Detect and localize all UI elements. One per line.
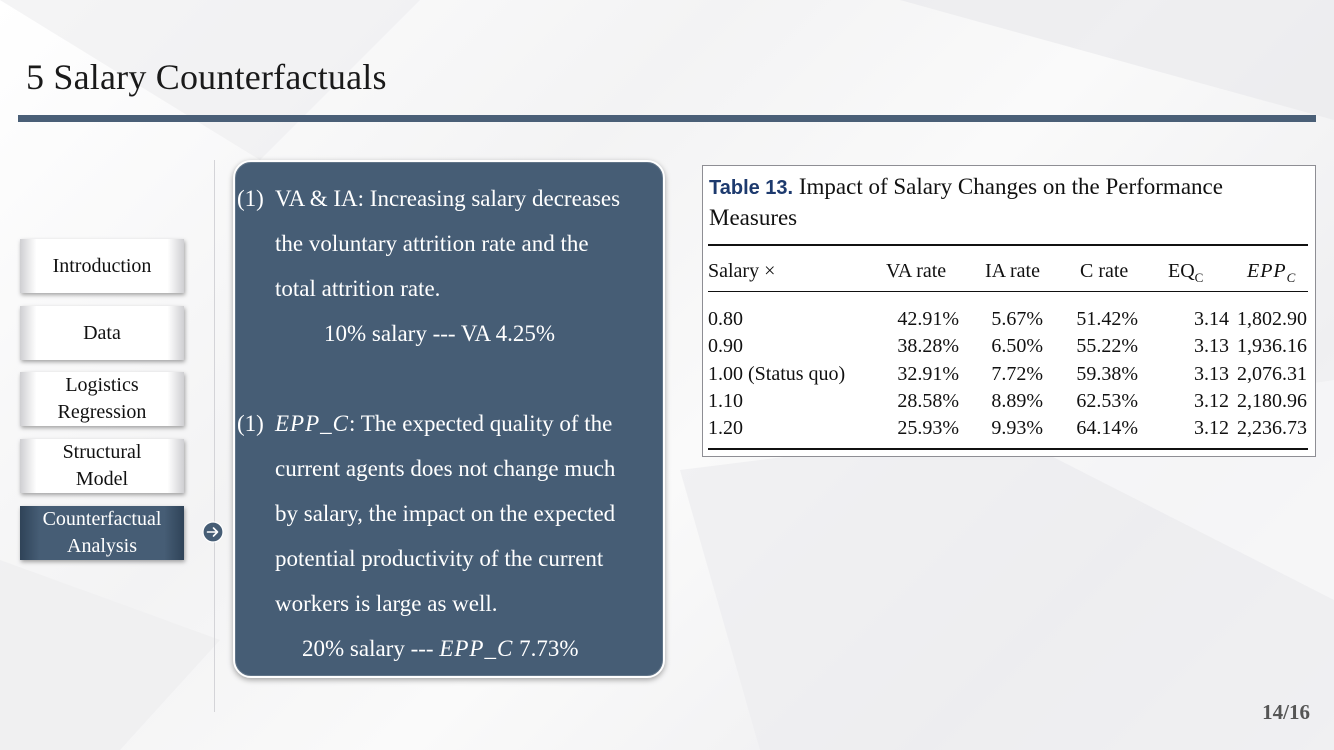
table-top-rule <box>708 244 1308 246</box>
cell-va-rate: 32.91% <box>897 362 959 385</box>
nav-item-label: Logistics Regression <box>57 374 147 423</box>
cell-eq-c: 3.14 <box>1194 308 1229 330</box>
cell-ia-rate: 7.72% <box>991 362 1043 385</box>
point-1-line-2: the voluntary attrition rate and the <box>275 231 589 256</box>
nav-item-label: Introduction <box>52 254 152 277</box>
cell-epp-c: 1,802.90 <box>1237 308 1307 330</box>
point-2-line-3: by salary, the impact on the expected <box>275 501 616 526</box>
cell-salary: 1.00 (Status quo) <box>708 362 846 385</box>
cell-epp-c: 2,076.31 <box>1237 362 1307 385</box>
point-1-highlight: 10% salary --- VA 4.25% <box>324 321 556 346</box>
cell-va-rate: 42.91% <box>897 308 959 330</box>
header-c-rate: C rate <box>1080 260 1129 282</box>
cell-eq-c: 3.12 <box>1194 417 1229 440</box>
results-table: Table 13. Impact of Salary Changes on th… <box>702 165 1316 457</box>
content-box: (1) VA & IA: Increasing salary decreases … <box>233 160 665 678</box>
cell-epp-c: 1,936.16 <box>1237 335 1307 358</box>
header-eq-c: EQC <box>1168 260 1204 285</box>
point-2-line-1: (1) EPP_C: The expected quality of the <box>237 411 613 436</box>
cell-va-rate: 25.93% <box>897 417 959 440</box>
table-caption: Table 13. Impact of Salary Changes on th… <box>709 174 1223 230</box>
table-bottom-rule <box>708 448 1308 450</box>
point-2-line-4: potential productivity of the current <box>275 546 604 571</box>
cell-va-rate: 38.28% <box>897 335 959 358</box>
nav-item-label: Structural Model <box>62 441 142 490</box>
point-1-line-3: total attrition rate. <box>275 276 441 301</box>
page-number: 14/16 <box>1262 700 1310 724</box>
nav-item-label: Data <box>83 321 121 344</box>
nav-item-structural-model[interactable]: Structural Model <box>20 439 184 493</box>
cell-va-rate: 28.58% <box>897 389 959 412</box>
header-ia-rate: IA rate <box>985 260 1040 282</box>
cell-eq-c: 3.13 <box>1194 335 1229 358</box>
cell-c-rate: 51.42% <box>1076 308 1138 330</box>
cell-ia-rate: 8.89% <box>991 389 1043 412</box>
point-2-line-2: current agents does not change much <box>275 456 616 481</box>
nav-item-introduction[interactable]: Introduction <box>20 239 184 293</box>
epp-c-term: EPP_C <box>275 411 349 436</box>
nav-item-logistics-regression[interactable]: Logistics Regression <box>20 372 184 426</box>
point-2-highlight: 20% salary --- EPP_C 7.73% <box>302 636 579 661</box>
title-underline <box>18 115 1316 122</box>
point-2-line-5: workers is large as well. <box>275 591 498 616</box>
cell-salary: 1.20 <box>708 417 743 440</box>
cell-eq-c: 3.13 <box>1194 362 1229 385</box>
cell-c-rate: 55.22% <box>1076 335 1138 358</box>
cell-epp-c: 2,180.96 <box>1237 389 1307 412</box>
header-va-rate: VA rate <box>886 260 947 282</box>
cell-c-rate: 64.14% <box>1076 417 1138 440</box>
cell-salary: 0.90 <box>708 335 743 358</box>
cell-epp-c: 2,236.73 <box>1237 417 1307 440</box>
nav-item-label: Counterfactual Analysis <box>42 508 162 557</box>
arrow-right-circle-icon <box>202 521 224 543</box>
nav-item-counterfactual-analysis[interactable]: Counterfactual Analysis <box>20 506 184 560</box>
header-salary: Salary × <box>708 260 776 282</box>
nav-item-data[interactable]: Data <box>20 306 184 360</box>
point-1-line-1: (1) VA & IA: Increasing salary decreases <box>237 186 621 211</box>
header-epp-c: EPPC <box>1247 260 1297 285</box>
nav-divider <box>214 160 215 712</box>
cell-salary: 0.80 <box>708 308 743 330</box>
cell-ia-rate: 6.50% <box>991 335 1043 358</box>
table-mid-rule <box>708 291 1308 292</box>
table-label: Table 13. <box>709 177 794 199</box>
cell-eq-c: 3.12 <box>1194 389 1229 412</box>
cell-ia-rate: 5.67% <box>991 308 1043 330</box>
cell-ia-rate: 9.93% <box>991 417 1043 440</box>
cell-salary: 1.10 <box>708 389 743 412</box>
cell-c-rate: 62.53% <box>1076 389 1138 412</box>
cell-c-rate: 59.38% <box>1076 362 1138 385</box>
slide-title: 5 Salary Counterfactuals <box>26 57 387 97</box>
